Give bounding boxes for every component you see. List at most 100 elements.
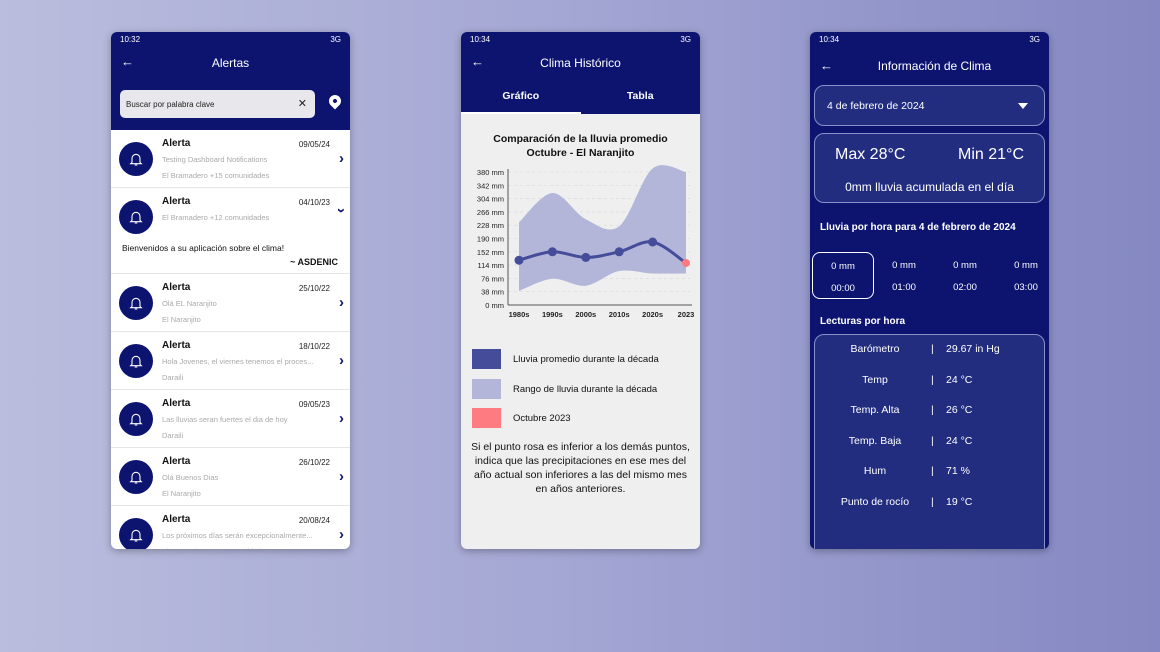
bell-icon xyxy=(119,200,153,234)
separator: | xyxy=(931,434,934,447)
back-arrow-icon[interactable]: ← xyxy=(471,54,484,69)
alert-list-item[interactable]: Alerta 26/10/22 Olá Buenos Dias El Naranj… xyxy=(111,448,350,506)
alert-list-item[interactable]: Alerta 20/08/24 Los próximos días serán … xyxy=(111,506,350,549)
alert-title: Alerta xyxy=(162,514,191,525)
hour-cell[interactable]: 0 mm 02:00 xyxy=(934,252,996,299)
clear-icon[interactable]: ✕ xyxy=(297,98,307,110)
alerts-screen: 10:32 3G ← Alertas Buscar por palabra cla… xyxy=(111,32,350,549)
legend-range: Rango de lluvia durante la década xyxy=(472,379,657,399)
daily-summary: Max 28°C Min 21°C 0mm lluvia acumulada e… xyxy=(814,133,1045,203)
chart-title-line: Comparación de la lluvia promedio xyxy=(493,133,668,145)
reading-value: 29.67 in Hg xyxy=(946,343,1000,355)
alert-date: 18/10/22 xyxy=(298,342,330,351)
alert-subtitle: Los próximos días serán excepcionalmente… xyxy=(162,531,313,540)
readings-title: Lecturas por hora xyxy=(820,316,906,327)
location-pin-icon[interactable] xyxy=(326,92,344,110)
back-arrow-icon[interactable]: ← xyxy=(121,54,134,69)
y-tick-label: 38 mm xyxy=(481,288,504,297)
reading-label: Hum xyxy=(863,465,887,477)
alert-title: Alerta xyxy=(162,282,191,293)
legend-swatch xyxy=(472,379,501,399)
bell-icon xyxy=(119,460,153,494)
chart-subtitle: Octubre - El Naranjito xyxy=(526,147,635,159)
alert-subtitle: Hola Jovenes, el viernes tenemos el proc… xyxy=(162,357,314,366)
highlight-point xyxy=(682,259,690,267)
alert-list-item[interactable]: Alerta 25/10/22 Olá EL Naranjito El Naran… xyxy=(111,274,350,332)
chart-note: Si el punto rosa es inferior a los demás… xyxy=(471,441,690,495)
alert-title: Alerta xyxy=(162,456,191,467)
average-point xyxy=(514,255,524,265)
alert-community: El Bramadero +15 comunidades xyxy=(162,547,269,549)
legend-swatch xyxy=(472,408,501,428)
chevron-right-icon[interactable]: › xyxy=(339,526,344,543)
alert-subtitle: Olá Buenos Dias xyxy=(162,473,219,482)
reading-label: Temp. Baja xyxy=(848,434,902,447)
legend-october-2023: Octubre 2023 xyxy=(472,408,571,428)
reading-label: Temp. Alta xyxy=(850,404,900,416)
x-tick-label: 1990s xyxy=(542,310,563,319)
rain-chart: 0 mm 38 mm 76 mm 114 mm 152 mm 190 mm 228 mm 26… xyxy=(477,165,695,319)
bell-icon xyxy=(119,142,153,176)
back-arrow-icon[interactable]: ← xyxy=(820,58,833,73)
date-dropdown[interactable]: 4 de febrero de 2024 xyxy=(814,85,1045,126)
chevron-down-icon[interactable]: › xyxy=(333,208,350,213)
hour-cell[interactable]: 0 mm 01:00 xyxy=(873,252,935,299)
bell-icon xyxy=(119,286,153,320)
status-signal: 3G xyxy=(330,35,341,44)
hour-time: 01:00 xyxy=(892,282,916,293)
alert-date: 09/05/24 xyxy=(298,140,330,149)
chart-title: Comparación de la lluvia promedio Octubre… xyxy=(461,132,700,160)
y-tick-label: 304 mm xyxy=(477,195,504,204)
alert-community: Daraili xyxy=(162,431,184,440)
alert-list-item[interactable]: Alerta 09/05/23 Las lluvias seran fuerte… xyxy=(111,390,350,448)
x-tick-label: 2023 xyxy=(678,310,695,319)
hour-time: 03:00 xyxy=(1014,282,1038,293)
x-tick-label: 2000s xyxy=(575,310,596,319)
x-tick-label: 2020s xyxy=(642,310,663,319)
status-signal: 3G xyxy=(1029,35,1040,44)
reading-value: 71 % xyxy=(946,465,970,477)
hour-rain: 0 mm xyxy=(953,260,977,271)
chevron-right-icon[interactable]: › xyxy=(339,410,344,427)
tab-grafico[interactable]: Gráfico xyxy=(461,90,581,114)
alert-title: Alerta xyxy=(162,196,191,207)
selected-date: 4 de febrero de 2024 xyxy=(827,100,925,112)
x-tick-label: 2010s xyxy=(609,310,630,319)
historical-climate-screen: 10:34 3G ← Clima Histórico Gráfico Tabla … xyxy=(461,32,700,549)
legend-swatch xyxy=(472,349,501,369)
alert-date: 20/08/24 xyxy=(298,516,330,525)
legend-label: Octubre 2023 xyxy=(513,412,571,424)
hour-cell[interactable]: 0 mm 00:00 xyxy=(812,252,874,299)
alert-community: Daraili xyxy=(162,373,184,382)
x-tick-label: 1980s xyxy=(509,310,530,319)
y-tick-label: 380 mm xyxy=(477,168,504,177)
alert-date: 26/10/22 xyxy=(298,458,330,467)
climate-info-screen: 10:34 3G ← Información de Clima 4 de febr… xyxy=(810,32,1049,549)
alert-message: Bienvenidos a su aplicación sobre el cli… xyxy=(122,243,285,253)
tab-tabla[interactable]: Tabla xyxy=(626,90,654,102)
header: 10:32 3G ← Alertas Buscar por palabra cla… xyxy=(111,32,350,130)
page-title: Clima Histórico xyxy=(540,56,621,70)
chevron-right-icon[interactable]: › xyxy=(339,150,344,167)
reading-label: Temp xyxy=(862,373,888,386)
header: 10:34 3G ← Clima Histórico Gráfico Tabla xyxy=(461,32,700,114)
reading-value: 24 °C xyxy=(946,373,973,386)
caret-down-icon xyxy=(1018,103,1028,109)
alert-list-item[interactable]: Alerta 18/10/22 Hola Jovenes, el viernes… xyxy=(111,332,350,390)
search-input[interactable]: Buscar por palabra clave ✕ xyxy=(120,90,315,118)
reading-label: Punto de rocío xyxy=(840,495,910,508)
hour-cell[interactable]: 0 mm 03:00 xyxy=(995,252,1049,299)
alert-title: Alerta xyxy=(162,398,191,409)
alert-list-item[interactable]: Alerta 09/05/24 Testing Dashboard Notifi… xyxy=(111,130,350,188)
alert-community: El Naranjito xyxy=(162,315,201,324)
alert-list-item[interactable]: Alerta 04/10/23 El Bramadero +12 comunid… xyxy=(111,188,350,274)
alert-community: El Naranjito xyxy=(162,489,201,498)
chevron-right-icon[interactable]: › xyxy=(339,468,344,485)
chevron-right-icon[interactable]: › xyxy=(339,294,344,311)
separator: | xyxy=(931,373,934,386)
y-tick-label: 114 mm xyxy=(477,261,504,270)
average-point xyxy=(648,237,658,247)
separator: | xyxy=(931,343,934,355)
min-temp: Min 21°C xyxy=(958,146,1024,163)
chevron-right-icon[interactable]: › xyxy=(339,352,344,369)
